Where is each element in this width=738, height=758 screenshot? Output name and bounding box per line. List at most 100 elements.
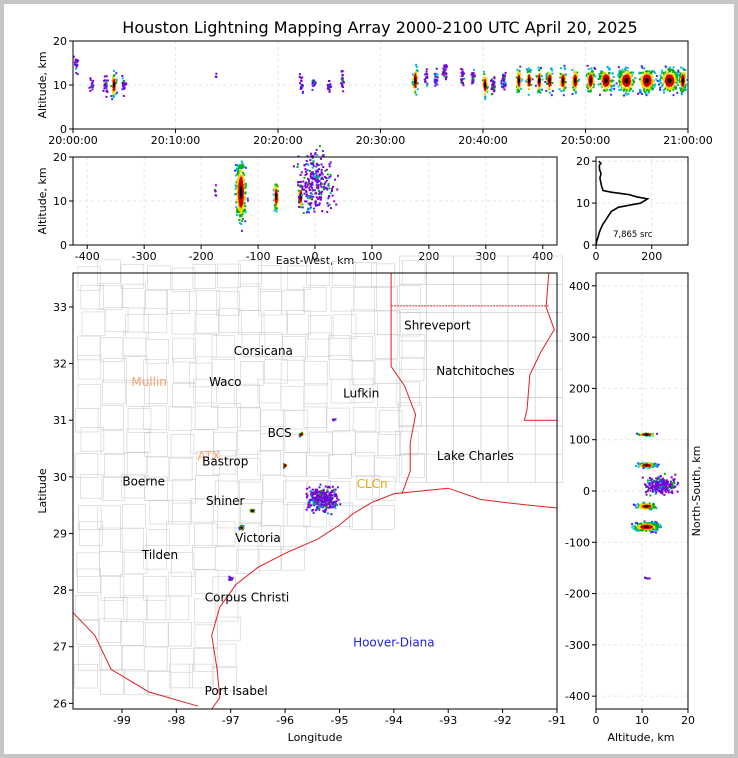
map-cluster-point [330, 513, 333, 516]
time-cluster-point [500, 80, 503, 83]
time-cluster-point [76, 59, 79, 62]
county-boundary [168, 406, 193, 431]
time-cluster-point [518, 90, 521, 93]
time-cluster-point [471, 76, 474, 79]
map-cluster-point [313, 496, 316, 499]
time-cluster-point [576, 80, 579, 83]
northsouth-cluster-point [652, 489, 655, 492]
time-cluster-core-center [604, 77, 608, 84]
northsouth-cluster-point [654, 506, 657, 509]
longitude-axis-tick-label: -95 [330, 714, 348, 727]
time-cluster-point [341, 83, 344, 86]
eastwest-cluster-point [336, 188, 339, 191]
time-cluster-point [640, 71, 643, 74]
time-cluster-point [548, 88, 551, 91]
time-cluster-point [299, 86, 302, 89]
eastwest-cluster-point [322, 186, 325, 189]
time-cluster-point [482, 85, 485, 88]
map-cluster-point [322, 510, 325, 513]
eastwest-cluster-point [246, 197, 249, 200]
northsouth-cluster-point [647, 503, 650, 506]
map-cluster-point [328, 495, 331, 498]
coastline [211, 487, 558, 710]
time-cluster-point [650, 75, 653, 78]
time-cluster-point [519, 81, 522, 84]
northsouth-cluster-point [657, 487, 660, 490]
northsouth-cluster-point [650, 528, 653, 531]
map-city-label: Boerne [122, 474, 165, 488]
northsouth-cluster-point [646, 528, 649, 531]
county-boundary [169, 663, 193, 689]
county-boundary [126, 382, 150, 407]
eastwest-cluster-point [303, 176, 306, 179]
time-cluster-point [589, 90, 592, 93]
time-cluster-point [413, 71, 416, 74]
time-cluster-point [482, 70, 485, 73]
county-boundary [98, 618, 122, 643]
time-cluster-point [115, 82, 118, 85]
northsouth-cluster-point [666, 480, 669, 483]
northsouth-cluster-point [653, 485, 656, 488]
northsouth-cluster-point [640, 432, 643, 435]
time-cluster-point [491, 78, 494, 81]
time-cluster-point [629, 73, 632, 76]
time-cluster-core-center [528, 77, 531, 84]
time-cluster-point [415, 72, 418, 75]
northsouth-cluster-point [655, 488, 658, 491]
time-cluster-point [633, 81, 636, 84]
eastwest-cluster-point [237, 207, 240, 210]
time-cluster-point [528, 67, 531, 70]
time-cluster-point [112, 94, 115, 97]
northsouth-cluster-point [644, 577, 647, 580]
time-cluster-point [483, 73, 486, 76]
time-cluster-point [326, 87, 329, 90]
eastwest-cluster-point [328, 176, 331, 179]
northsouth-cluster-point [659, 481, 662, 484]
time-cluster-point [547, 71, 550, 74]
northsouth-cluster-point [657, 481, 660, 484]
county-boundary [212, 450, 237, 475]
time-cluster-point [539, 85, 542, 88]
eastwest-cluster-point [213, 188, 216, 191]
map-city-label: Port Isabel [205, 684, 268, 698]
northsouth-cluster-point [670, 476, 673, 479]
map-cluster-point [336, 486, 339, 489]
time-cluster-point [214, 75, 217, 78]
time-cluster-point [685, 83, 688, 86]
time-cluster-core-center [667, 77, 672, 84]
time-cluster-point [460, 80, 463, 83]
longitude-axis-tick-label: -93 [439, 714, 457, 727]
northsouth-cluster-point [656, 463, 659, 466]
map-cluster-point [326, 499, 329, 502]
time-cluster-point [436, 73, 439, 76]
northsouth-cluster-point [655, 524, 658, 527]
time-cluster-point [674, 85, 677, 88]
time-cluster-point [643, 67, 646, 70]
county-boundary [373, 286, 398, 311]
eastwest-cluster-point [242, 205, 245, 208]
eastwest-cluster-point [318, 202, 321, 205]
latitude-axis-tick-label: 27 [53, 641, 67, 654]
map-cluster-point [326, 490, 329, 493]
northsouth-cluster-point [646, 490, 649, 493]
time-cluster-point [673, 84, 676, 87]
map-cluster-point [306, 506, 309, 509]
time-cluster-point [301, 84, 304, 87]
eastwest-cluster-point [317, 184, 320, 187]
eastwest-cluster-point [322, 188, 325, 191]
time-cluster-point [103, 79, 106, 82]
time-cluster-point [620, 88, 623, 91]
eastwest-cluster-point [315, 196, 318, 199]
northsouth-cluster-point [654, 486, 657, 489]
county-boundary [352, 407, 377, 432]
county-boundary [236, 549, 260, 574]
time-cluster-point [112, 96, 115, 99]
time-cluster-point [445, 75, 448, 78]
time-cluster-point [89, 77, 92, 80]
eastwest-cluster-point [301, 194, 304, 197]
time-cluster-point [564, 86, 567, 89]
county-boundary [80, 284, 105, 310]
county-boundary [101, 379, 126, 405]
time-cluster-core-center [574, 77, 577, 84]
northsouth-cluster-point [671, 483, 674, 486]
